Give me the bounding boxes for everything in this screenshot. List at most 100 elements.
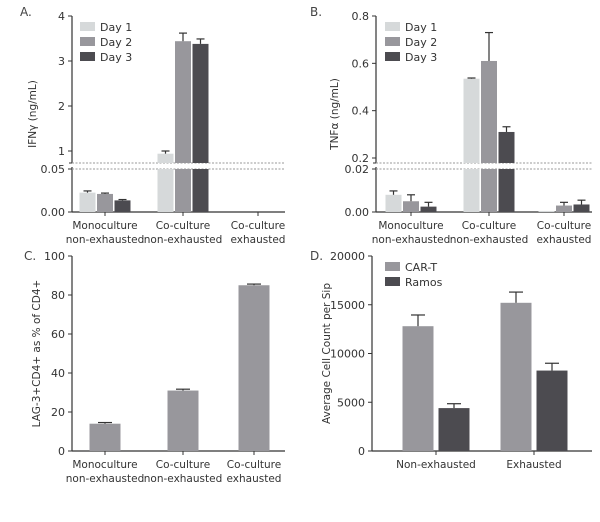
x-category-label: non-exhausted	[66, 473, 144, 485]
x-category-label: Co-culture	[156, 220, 210, 232]
legend-swatch	[80, 22, 95, 31]
panel-a: A. IFNγ (ng/mL) 1 2 3 4 0.00 0.05 Monoculture non…	[20, 5, 285, 246]
y-tick-label: 0.2	[352, 152, 370, 165]
bar	[538, 210, 555, 212]
bar	[192, 169, 209, 212]
x-category-label: non-exhausted	[66, 234, 144, 246]
bar	[498, 131, 515, 163]
x-category-label: non-exhausted	[144, 234, 222, 246]
y-tick-label: 20000	[330, 250, 365, 263]
y-tick-label: 0.05	[41, 163, 66, 176]
bar	[481, 169, 497, 212]
bar	[481, 60, 497, 163]
bar	[157, 153, 174, 163]
bar	[498, 169, 515, 212]
legend: Day 1 Day 2 Day 3	[80, 21, 132, 64]
legend-label: Day 1	[100, 21, 132, 34]
y-tick-label: 3	[58, 55, 65, 68]
y-axis-title: Average Cell Count per Sip	[321, 283, 333, 424]
y-tick-label: 0.8	[352, 10, 370, 23]
bar	[463, 78, 480, 163]
x-category-label: Monoculture	[72, 220, 137, 232]
bar	[175, 169, 191, 212]
legend-label: Day 3	[100, 51, 132, 64]
panel-label: B.	[310, 5, 322, 19]
x-category-label: Co-culture	[462, 220, 516, 232]
bar	[167, 390, 199, 451]
bar	[438, 408, 470, 451]
bar	[403, 201, 419, 212]
legend-swatch	[385, 277, 400, 286]
y-tick-label: 5000	[337, 396, 365, 409]
legend-label: Day 1	[405, 21, 437, 34]
bar	[500, 302, 532, 451]
bar	[238, 285, 270, 451]
bar	[573, 204, 590, 212]
legend-label: Day 3	[405, 51, 437, 64]
x-category-label: Exhausted	[506, 459, 561, 471]
x-category-label: Monoculture	[72, 459, 137, 471]
x-category-label: non-exhausted	[144, 473, 222, 485]
legend-label: Day 2	[100, 36, 132, 49]
y-tick-label: 0	[358, 445, 365, 458]
bar	[79, 192, 96, 212]
y-tick-label: 80	[51, 289, 65, 302]
panel-b: B. TNFα (ng/mL) 0.2 0.4 0.6 0.8 0.00 0.02 Monocu…	[310, 5, 592, 246]
x-category-label: non-exhausted	[450, 234, 528, 246]
bar	[536, 370, 568, 451]
y-tick-label: 60	[51, 328, 65, 341]
panel-d: D. Average Cell Count per Sip 0 5000 10000 15…	[310, 249, 592, 471]
x-category-label: exhausted	[231, 234, 286, 246]
y-tick-label: 1	[58, 145, 65, 158]
y-tick-label: 2	[58, 100, 65, 113]
x-category-label: Monoculture	[378, 220, 443, 232]
y-tick-label: 20	[51, 406, 65, 419]
bar	[97, 193, 113, 212]
y-tick-label: 40	[51, 367, 65, 380]
y-tick-label: 0.00	[41, 206, 66, 219]
bar	[192, 43, 209, 163]
x-category-label: Co-culture	[231, 220, 285, 232]
panel-label: A.	[20, 5, 32, 19]
legend-swatch	[385, 37, 400, 46]
bar	[463, 169, 480, 212]
y-tick-label: 10000	[330, 348, 365, 361]
y-tick-label: 0.00	[345, 206, 370, 219]
legend-label: CAR-T	[405, 261, 437, 274]
bar	[175, 41, 191, 164]
legend-swatch	[385, 22, 400, 31]
x-category-label: exhausted	[537, 234, 592, 246]
legend-swatch	[385, 262, 400, 271]
bar	[556, 205, 572, 212]
bar	[89, 423, 121, 451]
y-tick-label: 100	[44, 250, 65, 263]
bar	[402, 326, 434, 451]
y-axis-title: IFNγ (ng/mL)	[27, 80, 39, 148]
legend-label: Ramos	[405, 276, 443, 289]
legend-swatch	[385, 52, 400, 61]
x-category-label: Co-culture	[156, 459, 210, 471]
y-tick-label: 15000	[330, 299, 365, 312]
y-tick-label: 4	[58, 10, 65, 23]
bar	[420, 206, 437, 212]
legend-label: Day 2	[405, 36, 437, 49]
panel-c: C. LAG-3+CD4+ as % of CD4+ 0 20 40 60 80 100 Mon…	[24, 249, 285, 485]
legend: Day 1 Day 2 Day 3	[385, 21, 437, 64]
x-category-label: Non-exhausted	[396, 459, 476, 471]
panel-label: C.	[24, 249, 36, 263]
x-category-label: exhausted	[227, 473, 282, 485]
y-axis-title: TNFα (ng/mL)	[329, 78, 341, 151]
y-axis-title: LAG-3+CD4+ as % of CD4+	[31, 280, 43, 428]
x-category-label: non-exhausted	[372, 234, 450, 246]
y-tick-label: 0	[58, 445, 65, 458]
panel-label: D.	[310, 249, 323, 263]
y-tick-label: 0.6	[352, 57, 370, 70]
legend: CAR-T Ramos	[385, 261, 443, 289]
legend-swatch	[80, 37, 95, 46]
x-category-label: Co-culture	[537, 220, 591, 232]
bar	[157, 169, 174, 212]
x-category-label: Co-culture	[227, 459, 281, 471]
bar	[114, 200, 131, 212]
y-tick-label: 0.4	[352, 105, 370, 118]
